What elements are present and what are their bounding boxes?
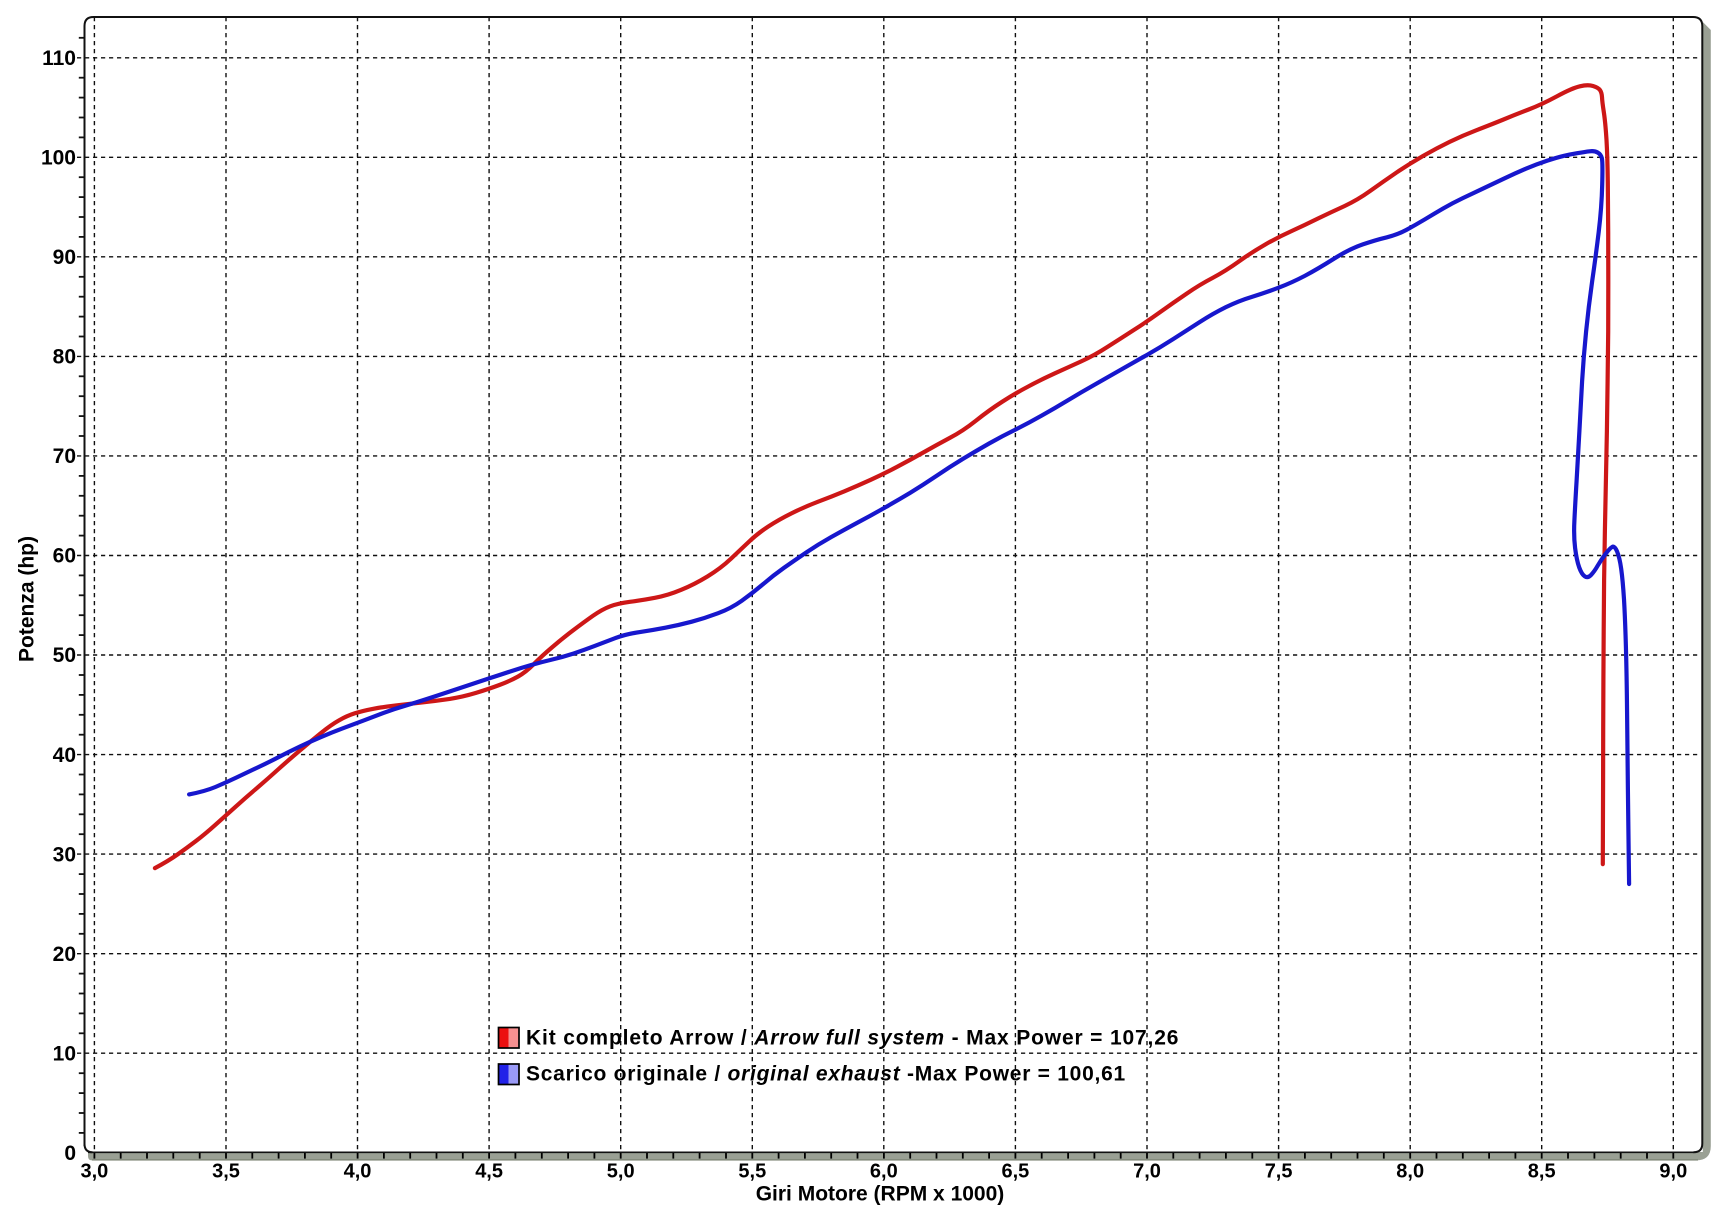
svg-text:Potenza (hp): Potenza (hp) (16, 536, 39, 662)
svg-text:9,0: 9,0 (1659, 1161, 1687, 1183)
svg-text:30: 30 (53, 843, 76, 866)
svg-text:7,0: 7,0 (1133, 1161, 1161, 1183)
svg-text:5,5: 5,5 (738, 1161, 766, 1183)
svg-text:Giri Motore (RPM x 1000): Giri Motore (RPM x 1000) (756, 1183, 1005, 1206)
svg-text:110: 110 (42, 47, 76, 70)
svg-text:40: 40 (53, 744, 76, 767)
svg-text:8,0: 8,0 (1396, 1161, 1424, 1183)
svg-text:20: 20 (53, 943, 76, 966)
svg-text:100: 100 (41, 147, 76, 170)
svg-text:6,0: 6,0 (870, 1161, 898, 1183)
svg-text:90: 90 (53, 246, 76, 269)
svg-text:8,5: 8,5 (1528, 1161, 1556, 1183)
svg-text:60: 60 (53, 545, 76, 568)
svg-text:4,5: 4,5 (475, 1161, 503, 1183)
svg-text:7,5: 7,5 (1265, 1161, 1293, 1183)
svg-text:3,5: 3,5 (212, 1161, 240, 1183)
svg-text:4,0: 4,0 (344, 1161, 372, 1183)
svg-text:Kit completo Arrow / Arrow ful: Kit completo Arrow / Arrow full system -… (526, 1027, 1179, 1050)
svg-text:6,5: 6,5 (1001, 1161, 1029, 1183)
svg-text:70: 70 (53, 445, 76, 468)
svg-text:Scarico originale / original e: Scarico originale / original exhaust -Ma… (526, 1063, 1126, 1086)
svg-text:10: 10 (53, 1043, 76, 1066)
svg-text:50: 50 (53, 644, 76, 667)
svg-text:0: 0 (64, 1142, 76, 1165)
svg-text:3,0: 3,0 (80, 1161, 108, 1183)
svg-text:5,0: 5,0 (607, 1161, 635, 1183)
svg-text:80: 80 (53, 346, 76, 369)
